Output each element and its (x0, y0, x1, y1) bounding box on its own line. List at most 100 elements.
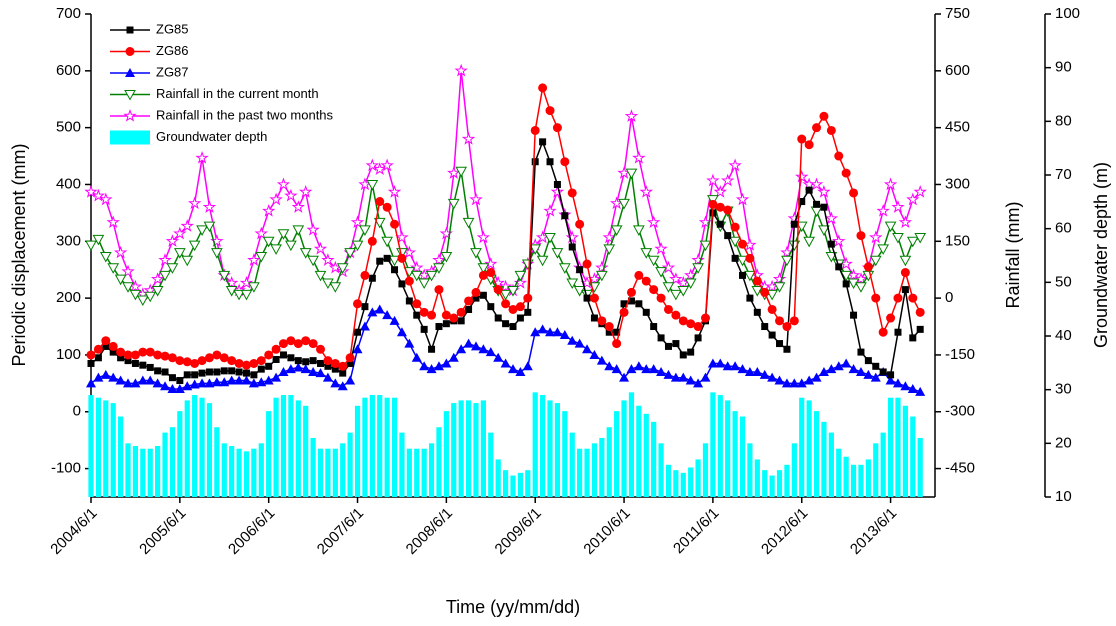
marker (168, 374, 176, 382)
marker (891, 200, 905, 213)
marker (568, 243, 576, 251)
y3-axis-title: Groundwater depth (m) (1091, 162, 1111, 348)
marker (317, 359, 325, 367)
marker (678, 372, 689, 382)
marker (735, 192, 750, 206)
marker (299, 248, 312, 259)
marker (516, 314, 524, 322)
marker (254, 226, 268, 240)
marker (353, 299, 363, 309)
marker (685, 375, 696, 385)
marker (404, 338, 415, 348)
marker (204, 353, 214, 363)
marker (373, 217, 386, 229)
y3-tick-label: 60 (1055, 220, 1072, 237)
marker (114, 274, 127, 286)
marker (175, 356, 185, 366)
marker (744, 366, 755, 376)
marker (574, 338, 585, 348)
marker (863, 262, 873, 272)
bar (110, 403, 116, 497)
y-tick-label: 700 (56, 5, 81, 22)
bar (495, 459, 501, 497)
marker (354, 328, 362, 336)
y3-tick-label: 70 (1055, 166, 1072, 183)
y-tick-label: 400 (56, 175, 81, 192)
marker (129, 289, 142, 301)
marker (641, 276, 651, 286)
marker (773, 282, 786, 293)
y2-tick-label: 0 (945, 289, 953, 306)
marker (469, 192, 483, 206)
marker (589, 293, 599, 303)
marker (759, 369, 770, 379)
marker (382, 202, 392, 212)
legend-label: ZG86 (156, 43, 189, 58)
y-tick-label: 300 (56, 232, 81, 249)
marker (116, 347, 126, 357)
marker (857, 348, 865, 356)
marker (447, 198, 460, 210)
marker (700, 313, 710, 323)
marker (219, 353, 229, 363)
bar (147, 448, 153, 497)
marker (387, 184, 402, 198)
marker (663, 304, 673, 314)
marker (871, 293, 881, 303)
marker (137, 375, 148, 385)
marker (198, 369, 206, 377)
marker (583, 294, 591, 302)
marker (456, 307, 466, 317)
bar (614, 411, 620, 497)
marker (796, 378, 807, 388)
y2-tick-label: -300 (945, 403, 975, 420)
bar (295, 400, 301, 497)
y-tick-label: 0 (73, 403, 81, 420)
marker (898, 215, 913, 229)
marker (737, 364, 748, 374)
marker (835, 263, 843, 271)
bar (177, 411, 183, 497)
marker (235, 368, 243, 376)
marker (641, 364, 652, 374)
marker (398, 280, 406, 288)
marker (736, 255, 749, 267)
marker (669, 272, 683, 285)
bar (680, 472, 686, 497)
marker (256, 356, 266, 366)
marker (539, 138, 547, 146)
marker (256, 377, 267, 387)
marker (144, 291, 157, 303)
marker (92, 234, 105, 246)
marker (154, 367, 162, 375)
marker (150, 272, 165, 285)
marker (331, 365, 339, 373)
series-line (90, 70, 921, 296)
marker (91, 188, 106, 202)
marker (552, 123, 562, 133)
marker (738, 239, 748, 249)
marker (359, 225, 371, 236)
bar (354, 405, 361, 497)
marker (345, 353, 355, 363)
marker (553, 180, 561, 188)
y-axis-title: Periodic displacement (mm) (9, 143, 29, 366)
marker (693, 378, 704, 388)
marker (165, 234, 180, 247)
bar (917, 437, 923, 497)
x-tick-label: 2006/6/1 (225, 505, 278, 558)
marker (350, 215, 365, 229)
marker (730, 361, 741, 371)
bar (665, 464, 672, 497)
marker (604, 322, 614, 332)
marker (338, 361, 348, 371)
marker (864, 357, 872, 365)
bar (169, 427, 176, 497)
marker (797, 134, 807, 144)
marker (202, 200, 217, 213)
bar (799, 397, 805, 497)
marker (441, 310, 451, 320)
marker (190, 358, 200, 368)
legend-marker (125, 47, 135, 56)
marker (397, 253, 407, 263)
